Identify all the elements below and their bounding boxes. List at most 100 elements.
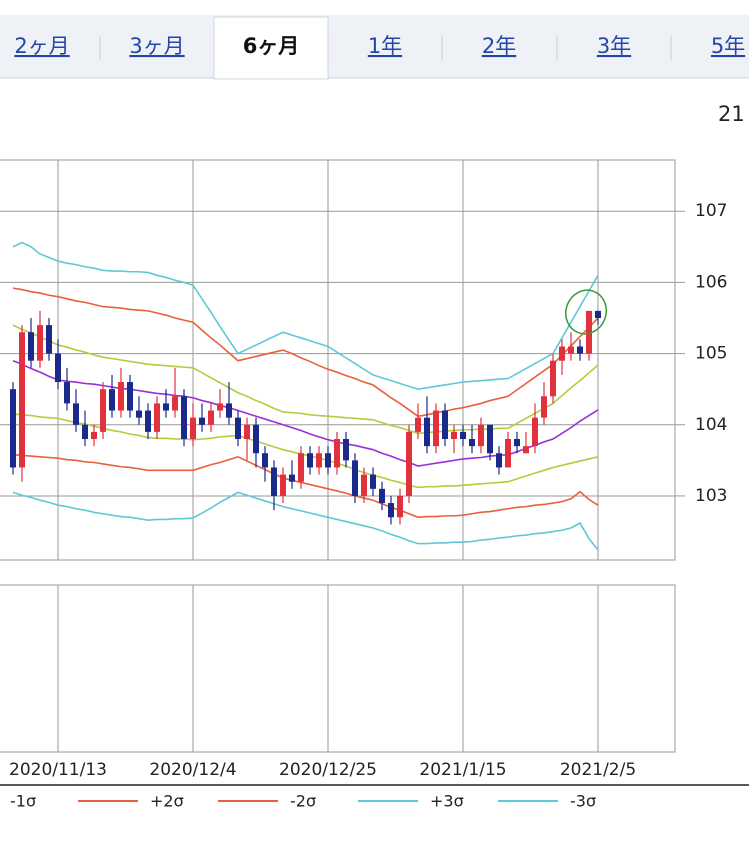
band-line (12, 287, 599, 418)
candle-body (307, 453, 313, 468)
labels: 103 104 105 106 107 2020/11/13 2020/12/4 2020/1… (9, 201, 727, 780)
tab[interactable]: 3年 (597, 34, 631, 58)
legend-label: -2σ (290, 792, 316, 811)
band-line (12, 413, 599, 489)
candle-body (91, 431, 97, 440)
candle-body (541, 396, 547, 418)
candle-body (478, 424, 484, 447)
candle-body (469, 439, 475, 447)
price-panel (0, 159, 676, 561)
candle-body (109, 389, 115, 411)
candle-body (190, 417, 196, 440)
candle-body (442, 410, 448, 440)
band-line (12, 324, 599, 435)
legend-label: +2σ (150, 792, 184, 811)
candle-body (46, 325, 52, 354)
candle-body (586, 310, 592, 354)
candle-body (172, 396, 178, 411)
candle-body (262, 453, 268, 468)
candle-body (271, 467, 277, 496)
candle-body (55, 353, 61, 383)
candle-body (244, 424, 250, 440)
tab-selected[interactable]: 6ヶ月 (243, 34, 300, 58)
candle-body (424, 417, 430, 447)
tab[interactable]: 5年 (711, 34, 745, 58)
candle-body (217, 403, 223, 411)
sub-panel (0, 584, 676, 753)
legend-label: +3σ (430, 792, 464, 811)
candle-body (181, 396, 187, 440)
x-tick-label: 2020/12/25 (279, 760, 377, 780)
candle-body (235, 417, 241, 440)
candle-body (10, 389, 16, 468)
y-tick-label: 106 (695, 272, 727, 292)
band-line (12, 491, 599, 551)
candle-body (208, 410, 214, 425)
candle-body (361, 474, 367, 496)
candle-body (199, 417, 205, 425)
candle-body (19, 332, 25, 468)
candle-body (379, 488, 385, 504)
candle-body (298, 453, 304, 482)
candle-body (352, 460, 358, 496)
candle-body (496, 453, 502, 468)
candle-body (514, 439, 520, 447)
candle-body (100, 389, 106, 432)
y-tick-label: 104 (695, 415, 727, 435)
candle-body (460, 431, 466, 440)
y-tick-label: 107 (695, 201, 727, 221)
candle-body (316, 453, 322, 468)
candle-body (127, 382, 133, 411)
x-tick-label: 2021/1/15 (419, 760, 506, 780)
candle-body (280, 474, 286, 496)
tab-bar (0, 15, 749, 78)
candle-body (451, 431, 457, 440)
hand-drawn-circle (565, 289, 607, 335)
candle-body (550, 360, 556, 397)
candle-body (370, 474, 376, 489)
candle-body (568, 346, 574, 354)
candle-body (388, 503, 394, 518)
candle-body (28, 332, 34, 361)
candle-body (37, 325, 43, 361)
candle-body (523, 446, 529, 454)
candle-body (325, 453, 331, 468)
legend-label: -1σ (10, 792, 36, 811)
candle-body (577, 346, 583, 354)
candle-body (343, 439, 349, 461)
tab[interactable]: 1年 (368, 34, 402, 58)
bands (12, 241, 599, 551)
candle-body (163, 403, 169, 411)
candle-body (406, 431, 412, 496)
tab[interactable]: 2ヶ月 (14, 34, 69, 58)
candle-body (64, 382, 70, 404)
legend-label: -3σ (570, 792, 596, 811)
tab[interactable]: 2年 (482, 34, 516, 58)
band-line (12, 453, 599, 519)
tabs: 2ヶ月 3ヶ月 6ヶ月 1年 2年 3年 5年 (14, 16, 745, 80)
candle-body (532, 417, 538, 447)
candle-body (154, 403, 160, 432)
candle-body (505, 439, 511, 468)
candle-body (253, 424, 259, 454)
x-tick-label: 2020/12/4 (149, 760, 236, 780)
candle-body (136, 410, 142, 418)
candle-body (433, 410, 439, 447)
y-tick-label: 103 (695, 486, 727, 506)
candles (10, 310, 601, 525)
header-text: 21 (718, 102, 745, 126)
candle-body (397, 495, 403, 518)
candle-body (82, 424, 88, 440)
y-tick-label: 105 (695, 344, 727, 364)
tab[interactable]: 3ヶ月 (129, 34, 184, 58)
candle-body (289, 474, 295, 482)
x-tick-label: 2020/11/13 (9, 760, 107, 780)
candle-body (559, 346, 565, 361)
candle-body (334, 439, 340, 468)
candle-body (415, 417, 421, 432)
x-tick-label: 2021/2/5 (560, 760, 636, 780)
candle-body (487, 424, 493, 454)
candle-body (73, 403, 79, 425)
